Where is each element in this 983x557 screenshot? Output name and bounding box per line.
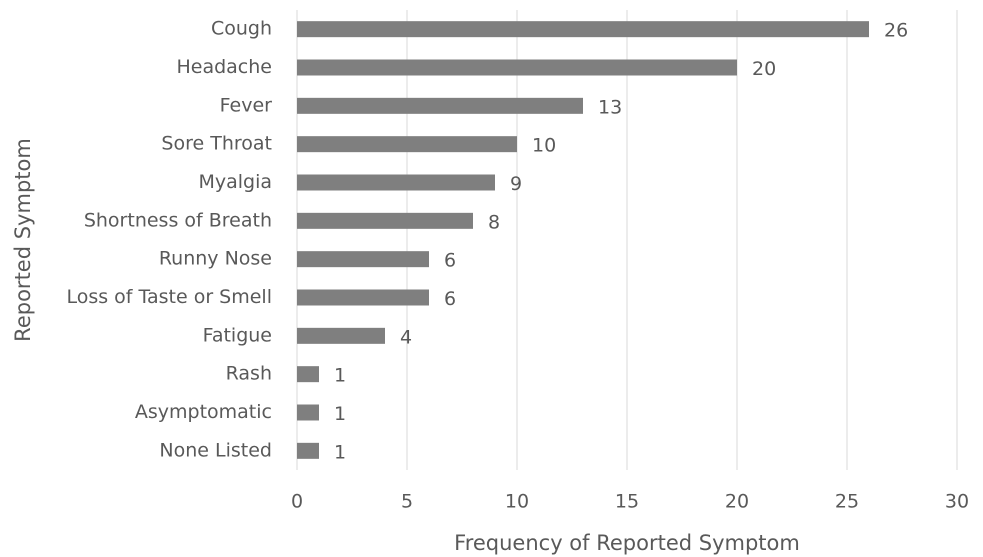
bar [297,59,737,76]
bar [297,404,319,421]
bar [297,212,473,229]
y-tick-label: Rash [226,363,272,385]
bar [297,289,429,306]
data-label: 13 [598,96,622,118]
data-label: 10 [532,135,556,157]
x-axis-title: Frequency of Reported Symptom [454,531,800,555]
y-tick-label: Fever [220,94,273,116]
data-label: 1 [334,403,346,425]
x-tick-label: 15 [615,491,639,513]
x-tick-label: 0 [291,491,303,513]
data-label: 1 [334,441,346,463]
y-tick-label: Fatigue [203,324,272,346]
x-tick-label: 30 [945,491,969,513]
x-tick-label: 20 [725,491,749,513]
bar [297,366,319,383]
data-label: 26 [884,20,908,42]
data-label: 6 [444,288,456,310]
y-tick-label: Sore Throat [161,133,272,155]
y-tick-label: Headache [176,56,272,78]
y-tick-label: Shortness of Breath [84,209,272,231]
y-tick-label: Cough [211,18,272,40]
y-tick-label: None Listed [159,439,272,461]
bar [297,136,517,153]
bar [297,174,495,191]
x-tick-label: 5 [401,491,413,513]
y-tick-label: Asymptomatic [135,401,272,423]
x-tick-label: 10 [505,491,529,513]
y-tick-label: Loss of Taste or Smell [66,286,272,308]
y-tick-label: Runny Nose [159,248,272,270]
data-label: 8 [488,211,500,233]
bar [297,251,429,268]
data-label: 4 [400,326,412,348]
data-label: 20 [752,58,776,80]
bar [297,97,583,114]
bar [297,327,385,344]
x-tick-label: 25 [835,491,859,513]
bar [297,442,319,459]
y-axis-title: Reported Symptom [11,138,35,342]
data-label: 6 [444,250,456,272]
data-label: 1 [334,365,346,387]
bar [297,21,869,38]
data-label: 9 [510,173,522,195]
y-tick-label: Myalgia [198,171,272,193]
